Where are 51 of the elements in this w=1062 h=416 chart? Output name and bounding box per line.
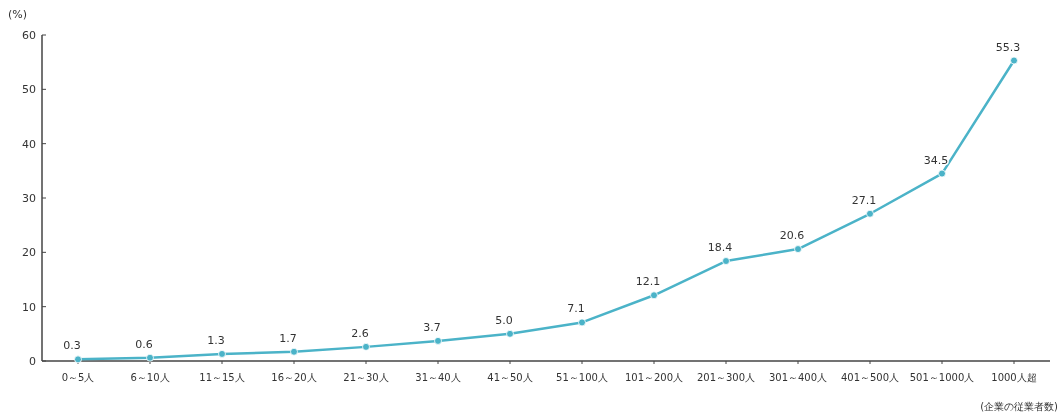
point — [938, 169, 946, 178]
text: 1.3 — [207, 333, 225, 347]
point — [866, 209, 874, 218]
text: 7.1 — [567, 302, 585, 316]
y-tick-label: 30 — [22, 192, 36, 205]
x-tick-label: 16～20人 — [271, 372, 317, 383]
point — [74, 355, 82, 364]
point — [506, 329, 514, 338]
text: 18.4 — [707, 241, 733, 255]
text: 2.6 — [351, 326, 369, 340]
text: 3.7 — [423, 320, 441, 334]
y-tick-label: 10 — [22, 300, 36, 314]
x-tick-label: 1000人超 — [991, 372, 1037, 383]
point — [794, 245, 802, 253]
x-tick-label: 51～100人 — [556, 372, 608, 383]
x-tick-label: 201～300人 — [696, 372, 756, 383]
point — [434, 337, 442, 345]
y-axis-title: (%) — [8, 8, 28, 21]
text: 55.3 — [995, 40, 1021, 54]
x-tick-label: 0～5人 — [61, 372, 95, 383]
x-tick-label: 101～200人 — [624, 372, 684, 383]
x-tick-label: 31～40人 — [415, 372, 461, 383]
y-tick-label: 20 — [22, 246, 36, 260]
point — [290, 347, 298, 356]
x-tick-label: 6～10人 — [130, 372, 170, 383]
x-tick-label: 401～500人 — [840, 372, 900, 383]
y-tick-label: 0 — [29, 355, 36, 368]
point — [722, 257, 730, 265]
x-tick-label: 41～50人 — [487, 372, 533, 383]
x-tick-label: 501～1000人 — [909, 372, 975, 383]
point — [650, 291, 658, 300]
text: 12.1 — [635, 275, 661, 289]
y-tick-label: 50 — [22, 83, 36, 97]
y-tick-label: 60 — [22, 29, 36, 42]
x-tick-label: 301～400人 — [768, 372, 828, 383]
x-tick-label: 11～15人 — [199, 372, 245, 383]
y-tick-label: 40 — [22, 137, 36, 151]
x-tick-label: 21～30人 — [343, 372, 389, 383]
point — [362, 342, 370, 351]
point — [578, 318, 586, 327]
text: 5.0 — [495, 313, 513, 327]
x-axis-title: (企業の従業者数) — [980, 401, 1059, 412]
point — [1010, 56, 1018, 65]
point — [218, 350, 226, 358]
text: 27.1 — [851, 193, 877, 207]
text: 20.6 — [779, 229, 805, 243]
point — [146, 353, 154, 362]
text: 0.3 — [63, 339, 81, 353]
text: 0.6 — [135, 337, 153, 351]
text: 1.7 — [279, 331, 297, 345]
text: 34.5 — [923, 153, 949, 167]
